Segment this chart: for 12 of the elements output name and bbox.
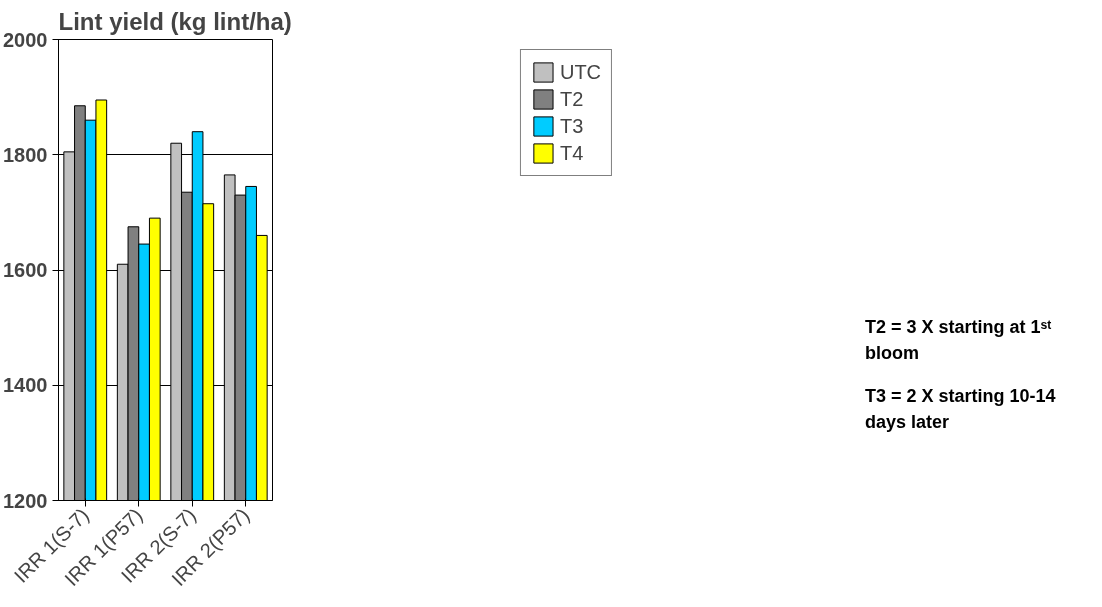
text: T3 = 2 X starting 10-14 days later — [865, 385, 1057, 435]
legend-label: T3 — [559, 114, 584, 138]
y-tick-label: 1400 — [3, 374, 48, 397]
chart-title: Lint yield (kg lint/ha) — [58, 7, 292, 35]
y-tick-label: 1200 — [3, 489, 48, 512]
legend-label: UTC — [559, 60, 602, 84]
y-tick-label: 1800 — [3, 143, 48, 166]
y-tick-label: 2000 — [3, 28, 48, 51]
legend-label: T4 — [559, 141, 584, 165]
y-tick-label: 1600 — [3, 259, 48, 281]
legend-label: T2 — [559, 87, 584, 111]
text: T2 = 3 X starting at 1ˢᵗ bloom — [865, 316, 1053, 365]
